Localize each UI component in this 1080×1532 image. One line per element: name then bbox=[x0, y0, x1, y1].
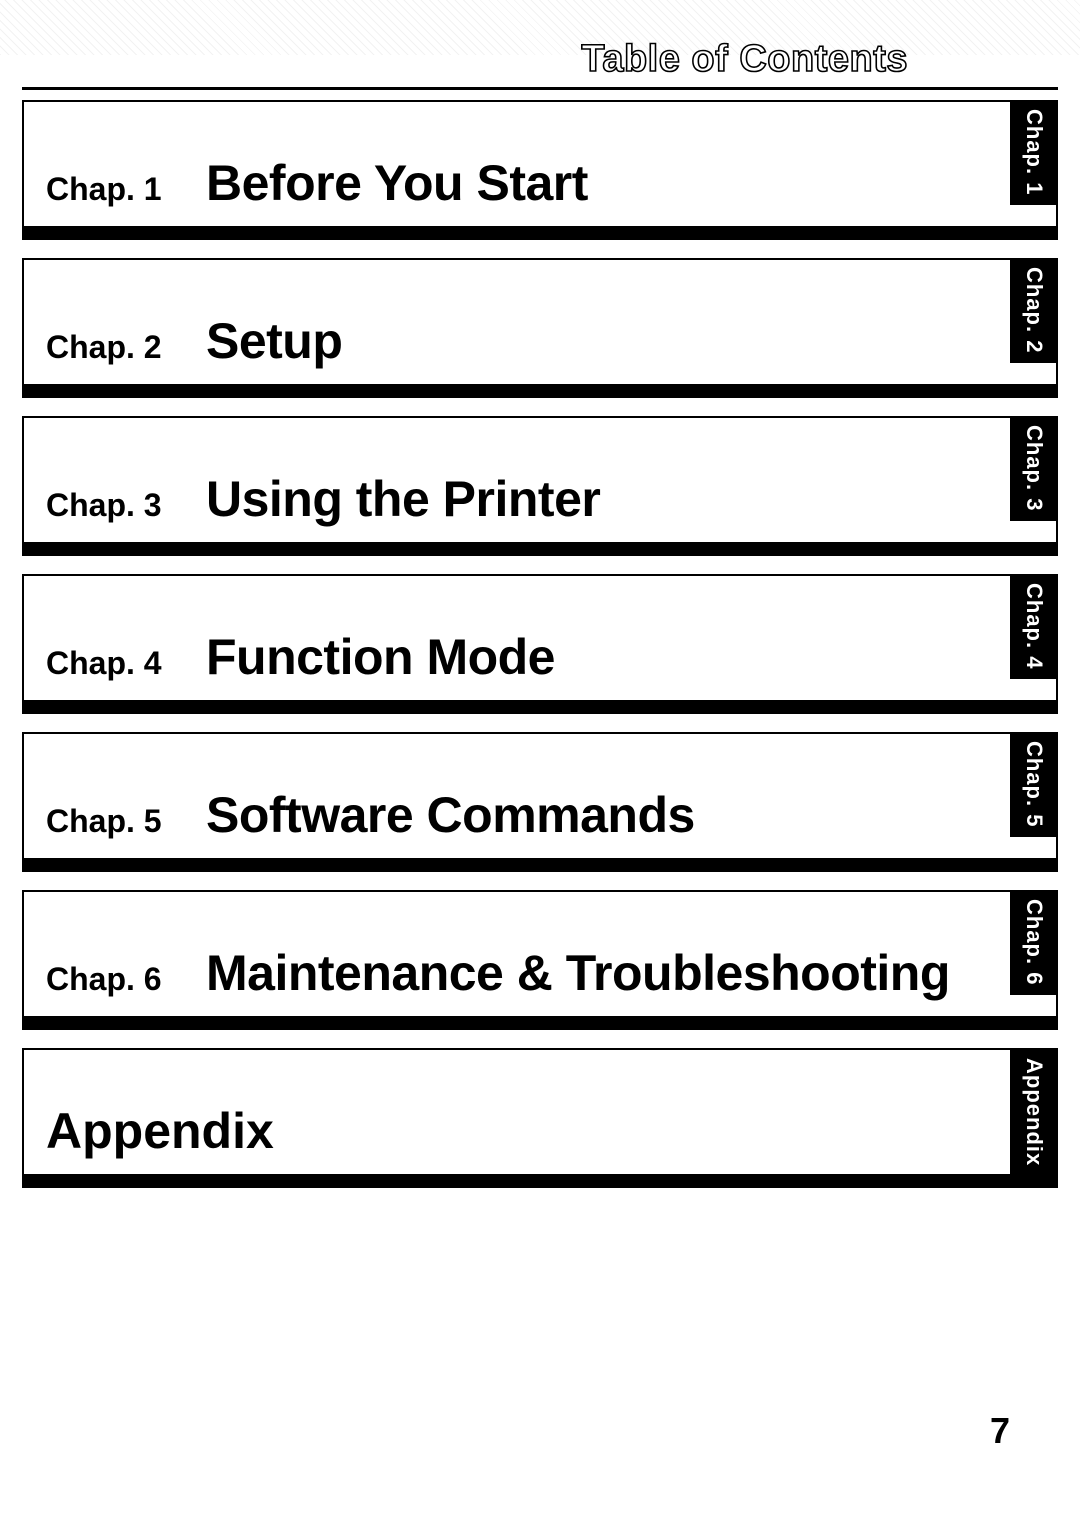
toc-row-appendix: Appendix Appendix bbox=[22, 1048, 1058, 1188]
side-tab-chap-4: Chap. 4 bbox=[1010, 574, 1058, 679]
side-tab-appendix: Appendix bbox=[1010, 1048, 1058, 1176]
side-tab-chap-2: Chap. 2 bbox=[1010, 258, 1058, 363]
page-title: Table of Contents bbox=[581, 38, 908, 81]
chapter-label: Chap. 2 bbox=[46, 329, 206, 370]
chapter-label: Chap. 5 bbox=[46, 803, 206, 844]
chapter-title: Maintenance & Troubleshooting bbox=[206, 944, 950, 1002]
toc-row-chap-5: Chap. 5 Software Commands Chap. 5 bbox=[22, 732, 1058, 872]
toc-row-chap-2: Chap. 2 Setup Chap. 2 bbox=[22, 258, 1058, 398]
chapter-label: Chap. 4 bbox=[46, 645, 206, 686]
page: Table of Contents Chap. 1 Before You Sta… bbox=[0, 0, 1080, 1532]
chapter-title: Setup bbox=[206, 312, 342, 370]
chapter-title: Using the Printer bbox=[206, 470, 600, 528]
side-tab-chap-1: Chap. 1 bbox=[1010, 100, 1058, 205]
toc-row-chap-1: Chap. 1 Before You Start Chap. 1 bbox=[22, 100, 1058, 240]
toc-row-chap-3: Chap. 3 Using the Printer Chap. 3 bbox=[22, 416, 1058, 556]
appendix-label: Appendix bbox=[46, 1102, 274, 1160]
toc-list: Chap. 1 Before You Start Chap. 1 Chap. 2… bbox=[0, 90, 1080, 1188]
chapter-title: Before You Start bbox=[206, 154, 588, 212]
side-tab-chap-3: Chap. 3 bbox=[1010, 416, 1058, 521]
chapter-title: Function Mode bbox=[206, 628, 555, 686]
chapter-label: Chap. 1 bbox=[46, 171, 206, 212]
header: Table of Contents bbox=[22, 0, 1058, 90]
chapter-label: Chap. 3 bbox=[46, 487, 206, 528]
page-number: 7 bbox=[990, 1410, 1010, 1452]
toc-row-chap-6: Chap. 6 Maintenance & Troubleshooting Ch… bbox=[22, 890, 1058, 1030]
chapter-title: Software Commands bbox=[206, 786, 695, 844]
side-tab-chap-5: Chap. 5 bbox=[1010, 732, 1058, 837]
side-tab-chap-6: Chap. 6 bbox=[1010, 890, 1058, 995]
toc-row-chap-4: Chap. 4 Function Mode Chap. 4 bbox=[22, 574, 1058, 714]
chapter-label: Chap. 6 bbox=[46, 961, 206, 1002]
